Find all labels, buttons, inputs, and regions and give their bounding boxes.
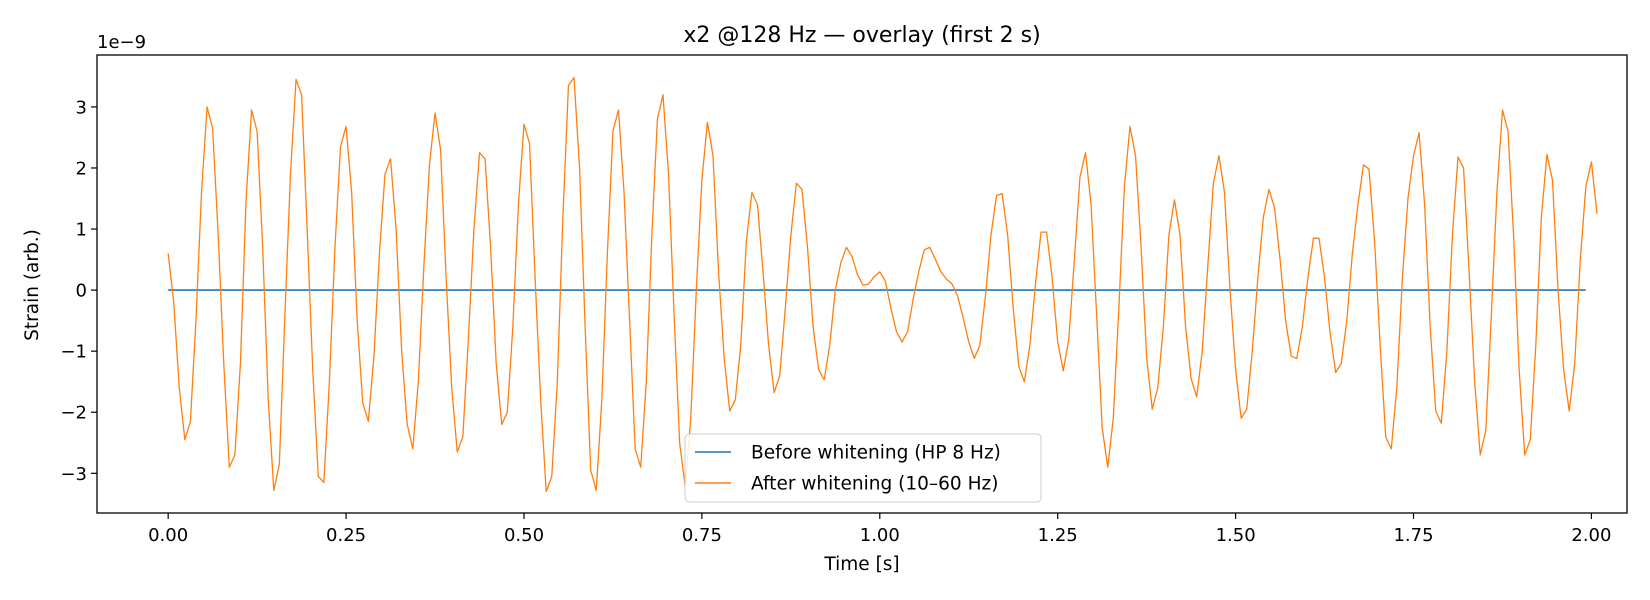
x-tick-label: 1.00 [860, 525, 900, 546]
axis-ticks: 0.00 0.25 0.50 0.75 1.00 1.25 1.50 1.75 2.00 −3 −2… [60, 54, 1628, 546]
x-tick-label: 0.00 [148, 525, 188, 546]
x-tick-label: 1.25 [1038, 525, 1078, 546]
x-tick-label: 1.50 [1216, 525, 1256, 546]
y-tick-label: 0 [76, 281, 87, 302]
x-tick-label: 2.00 [1571, 525, 1611, 546]
axes-frame [96, 54, 1628, 514]
y-axis-label: Strain (arb.) [22, 229, 43, 341]
plot-area [167, 76, 1598, 493]
legend-label-2: After whitening (10–60 Hz) [751, 474, 998, 495]
y-tick-label: 3 [76, 97, 87, 118]
y-tick-label: −1 [60, 342, 87, 363]
y-tick-label: −2 [60, 403, 87, 424]
series-line-2 [167, 76, 1598, 493]
legend-label-1: Before whitening (HP 8 Hz) [751, 443, 1001, 464]
y-tick-label: 2 [76, 158, 87, 179]
x-tick-label: 0.75 [682, 525, 722, 546]
x-axis-label: Time [s] [823, 554, 899, 575]
legend: Before whitening (HP 8 Hz) After whitenin… [684, 433, 1042, 503]
x-tick-label: 0.25 [326, 525, 366, 546]
chart-title: x2 @128 Hz — overlay (first 2 s) [683, 23, 1040, 48]
y-offset-label: 1e−9 [97, 32, 146, 53]
x-tick-label: 1.75 [1393, 525, 1433, 546]
y-tick-label: −3 [60, 464, 87, 485]
legend-box [684, 433, 1042, 503]
x-tick-label: 0.50 [504, 525, 544, 546]
y-tick-label: 1 [76, 220, 87, 241]
